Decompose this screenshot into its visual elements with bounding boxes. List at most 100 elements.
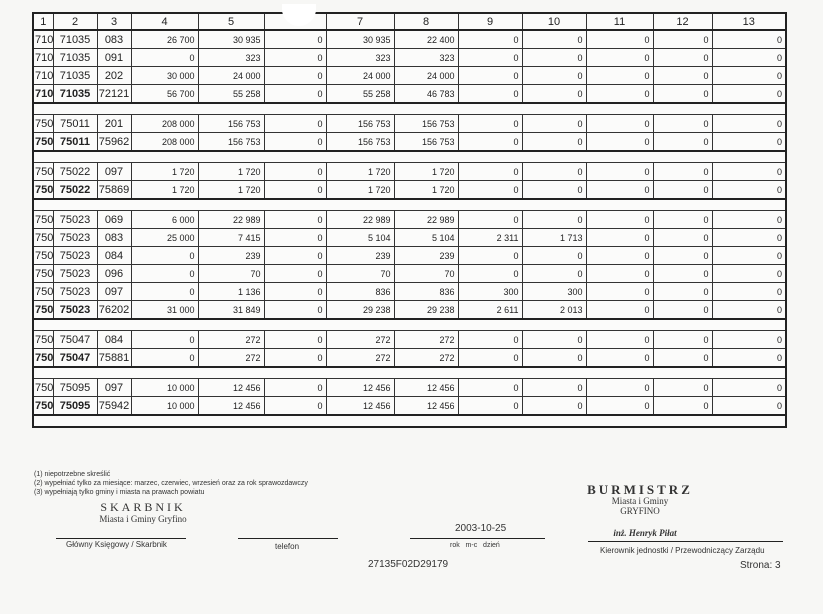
- cell-col-2: 75023: [52, 282, 98, 301]
- cell-col-3: 069: [96, 210, 132, 229]
- punch-hole: [282, 4, 316, 26]
- cell-col-10: 0: [521, 162, 587, 181]
- cell-col-5: 7 415: [197, 228, 265, 247]
- cell-col-6: 0: [263, 264, 327, 283]
- cell-col-13: 0: [711, 282, 787, 301]
- cell-col-3: 097: [96, 282, 132, 301]
- cell-col-7: 1 720: [325, 162, 395, 181]
- cell-col-2: 75047: [52, 330, 98, 349]
- table-row-total: 750 75095 75942 10 000 12 456 0 12 456 12 456 0 0…: [32, 396, 787, 416]
- cell-col-11: 0: [585, 162, 654, 181]
- cell-col-3: 083: [96, 29, 132, 49]
- cell-col-13: 0: [711, 84, 787, 104]
- cell-col-7: 70: [325, 264, 395, 283]
- cell-col-10: 0: [521, 264, 587, 283]
- cell-col-9: 0: [457, 264, 523, 283]
- cell-col-10: 0: [521, 378, 587, 397]
- cell-col-2: 75095: [52, 396, 98, 416]
- cell-col-2: 75022: [52, 162, 98, 181]
- mayor-name: inż. Henryk Piłat: [613, 528, 677, 538]
- cell-col-12: 0: [652, 330, 713, 349]
- cell-col-9: 0: [457, 396, 523, 416]
- cell-col-12: 0: [652, 84, 713, 104]
- cell-col-1: 710: [32, 48, 54, 67]
- cell-col-4: 10 000: [130, 396, 199, 416]
- cell-col-6: 0: [263, 84, 327, 104]
- document-code: 27135F02D29179: [368, 559, 449, 570]
- cell-col-3: 76202: [96, 300, 132, 320]
- cell-col-12: 0: [652, 396, 713, 416]
- cell-col-5: 24 000: [197, 66, 265, 85]
- cell-col-1: 750: [32, 132, 54, 152]
- column-header-11: 11: [585, 12, 654, 31]
- cell-col-3: 72121: [96, 84, 132, 104]
- cell-col-8: 1 720: [393, 180, 459, 200]
- cell-col-3: 201: [96, 114, 132, 133]
- table-row-total: 710 71035 72121 56 700 55 258 0 55 258 46 783 0 0…: [32, 84, 787, 104]
- budget-table: 1 2 3 4 5 7 8 9 10 11 12 13 710 71035 083 26 700 30 935…: [32, 12, 787, 428]
- cell-col-8: 29 238: [393, 300, 459, 320]
- cell-col-4: 208 000: [130, 114, 199, 133]
- footnote-3: (3) wypełniają tylko gminy i miasta na p…: [34, 489, 205, 496]
- mayor-stamp-title: BURMISTRZ: [587, 482, 693, 497]
- cell-col-1: 750: [32, 300, 54, 320]
- cell-col-7: 29 238: [325, 300, 395, 320]
- table-row: 750 75023 096 0 70 0 70 70 0 0 0 0 0: [32, 264, 787, 283]
- cell-col-7: 1 720: [325, 180, 395, 200]
- cell-col-9: 2 611: [457, 300, 523, 320]
- page-number: Strona: 3: [740, 560, 781, 571]
- cell-col-7: 12 456: [325, 396, 395, 416]
- cell-col-9: 0: [457, 162, 523, 181]
- cell-col-1: 750: [32, 264, 54, 283]
- cell-col-2: 75095: [52, 378, 98, 397]
- cell-col-3: 097: [96, 378, 132, 397]
- cell-col-12: 0: [652, 282, 713, 301]
- cell-col-5: 12 456: [197, 396, 265, 416]
- cell-col-9: 0: [457, 48, 523, 67]
- cell-col-13: 0: [711, 162, 787, 181]
- cell-col-10: 0: [521, 246, 587, 265]
- cell-col-3: 083: [96, 228, 132, 247]
- cell-col-10: 0: [521, 180, 587, 200]
- cell-col-5: 156 753: [197, 114, 265, 133]
- group-spacer: [33, 318, 786, 331]
- cell-col-13: 0: [711, 210, 787, 229]
- cell-col-8: 22 400: [393, 29, 459, 49]
- cell-col-9: 0: [457, 246, 523, 265]
- cell-col-10: 0: [521, 330, 587, 349]
- cell-col-4: 30 000: [130, 66, 199, 85]
- cell-col-2: 75023: [52, 264, 98, 283]
- cell-col-12: 0: [652, 378, 713, 397]
- cell-col-5: 55 258: [197, 84, 265, 104]
- cell-col-8: 272: [393, 348, 459, 368]
- table-row: 750 75023 084 0 239 0 239 239 0 0 0 0 0: [32, 246, 787, 265]
- cell-col-13: 0: [711, 264, 787, 283]
- cell-col-3: 202: [96, 66, 132, 85]
- cell-col-13: 0: [711, 180, 787, 200]
- cell-col-6: 0: [263, 48, 327, 67]
- cell-col-6: 0: [263, 330, 327, 349]
- cell-col-13: 0: [711, 114, 787, 133]
- cell-col-8: 323: [393, 48, 459, 67]
- cell-col-2: 75023: [52, 228, 98, 247]
- phone-label: telefon: [275, 542, 300, 551]
- cell-col-9: 0: [457, 114, 523, 133]
- cell-col-10: 0: [521, 396, 587, 416]
- column-header-7: 7: [325, 12, 395, 31]
- cell-col-4: 1 720: [130, 162, 199, 181]
- cell-col-10: 300: [521, 282, 587, 301]
- cell-col-11: 0: [585, 396, 654, 416]
- cell-col-10: 0: [521, 114, 587, 133]
- cell-col-5: 31 849: [197, 300, 265, 320]
- table-row: 710 71035 202 30 000 24 000 0 24 000 24 000 0 0 0 0…: [32, 66, 787, 85]
- cell-col-9: 0: [457, 180, 523, 200]
- treasurer-label: Główny Księgowy / Skarbnik: [66, 540, 167, 549]
- group-spacer: [33, 414, 786, 428]
- cell-col-1: 710: [32, 29, 54, 49]
- cell-col-10: 0: [521, 210, 587, 229]
- cell-col-3: 091: [96, 48, 132, 67]
- cell-col-1: 750: [32, 180, 54, 200]
- cell-col-13: 0: [711, 348, 787, 368]
- cell-col-11: 0: [585, 246, 654, 265]
- cell-col-1: 750: [32, 378, 54, 397]
